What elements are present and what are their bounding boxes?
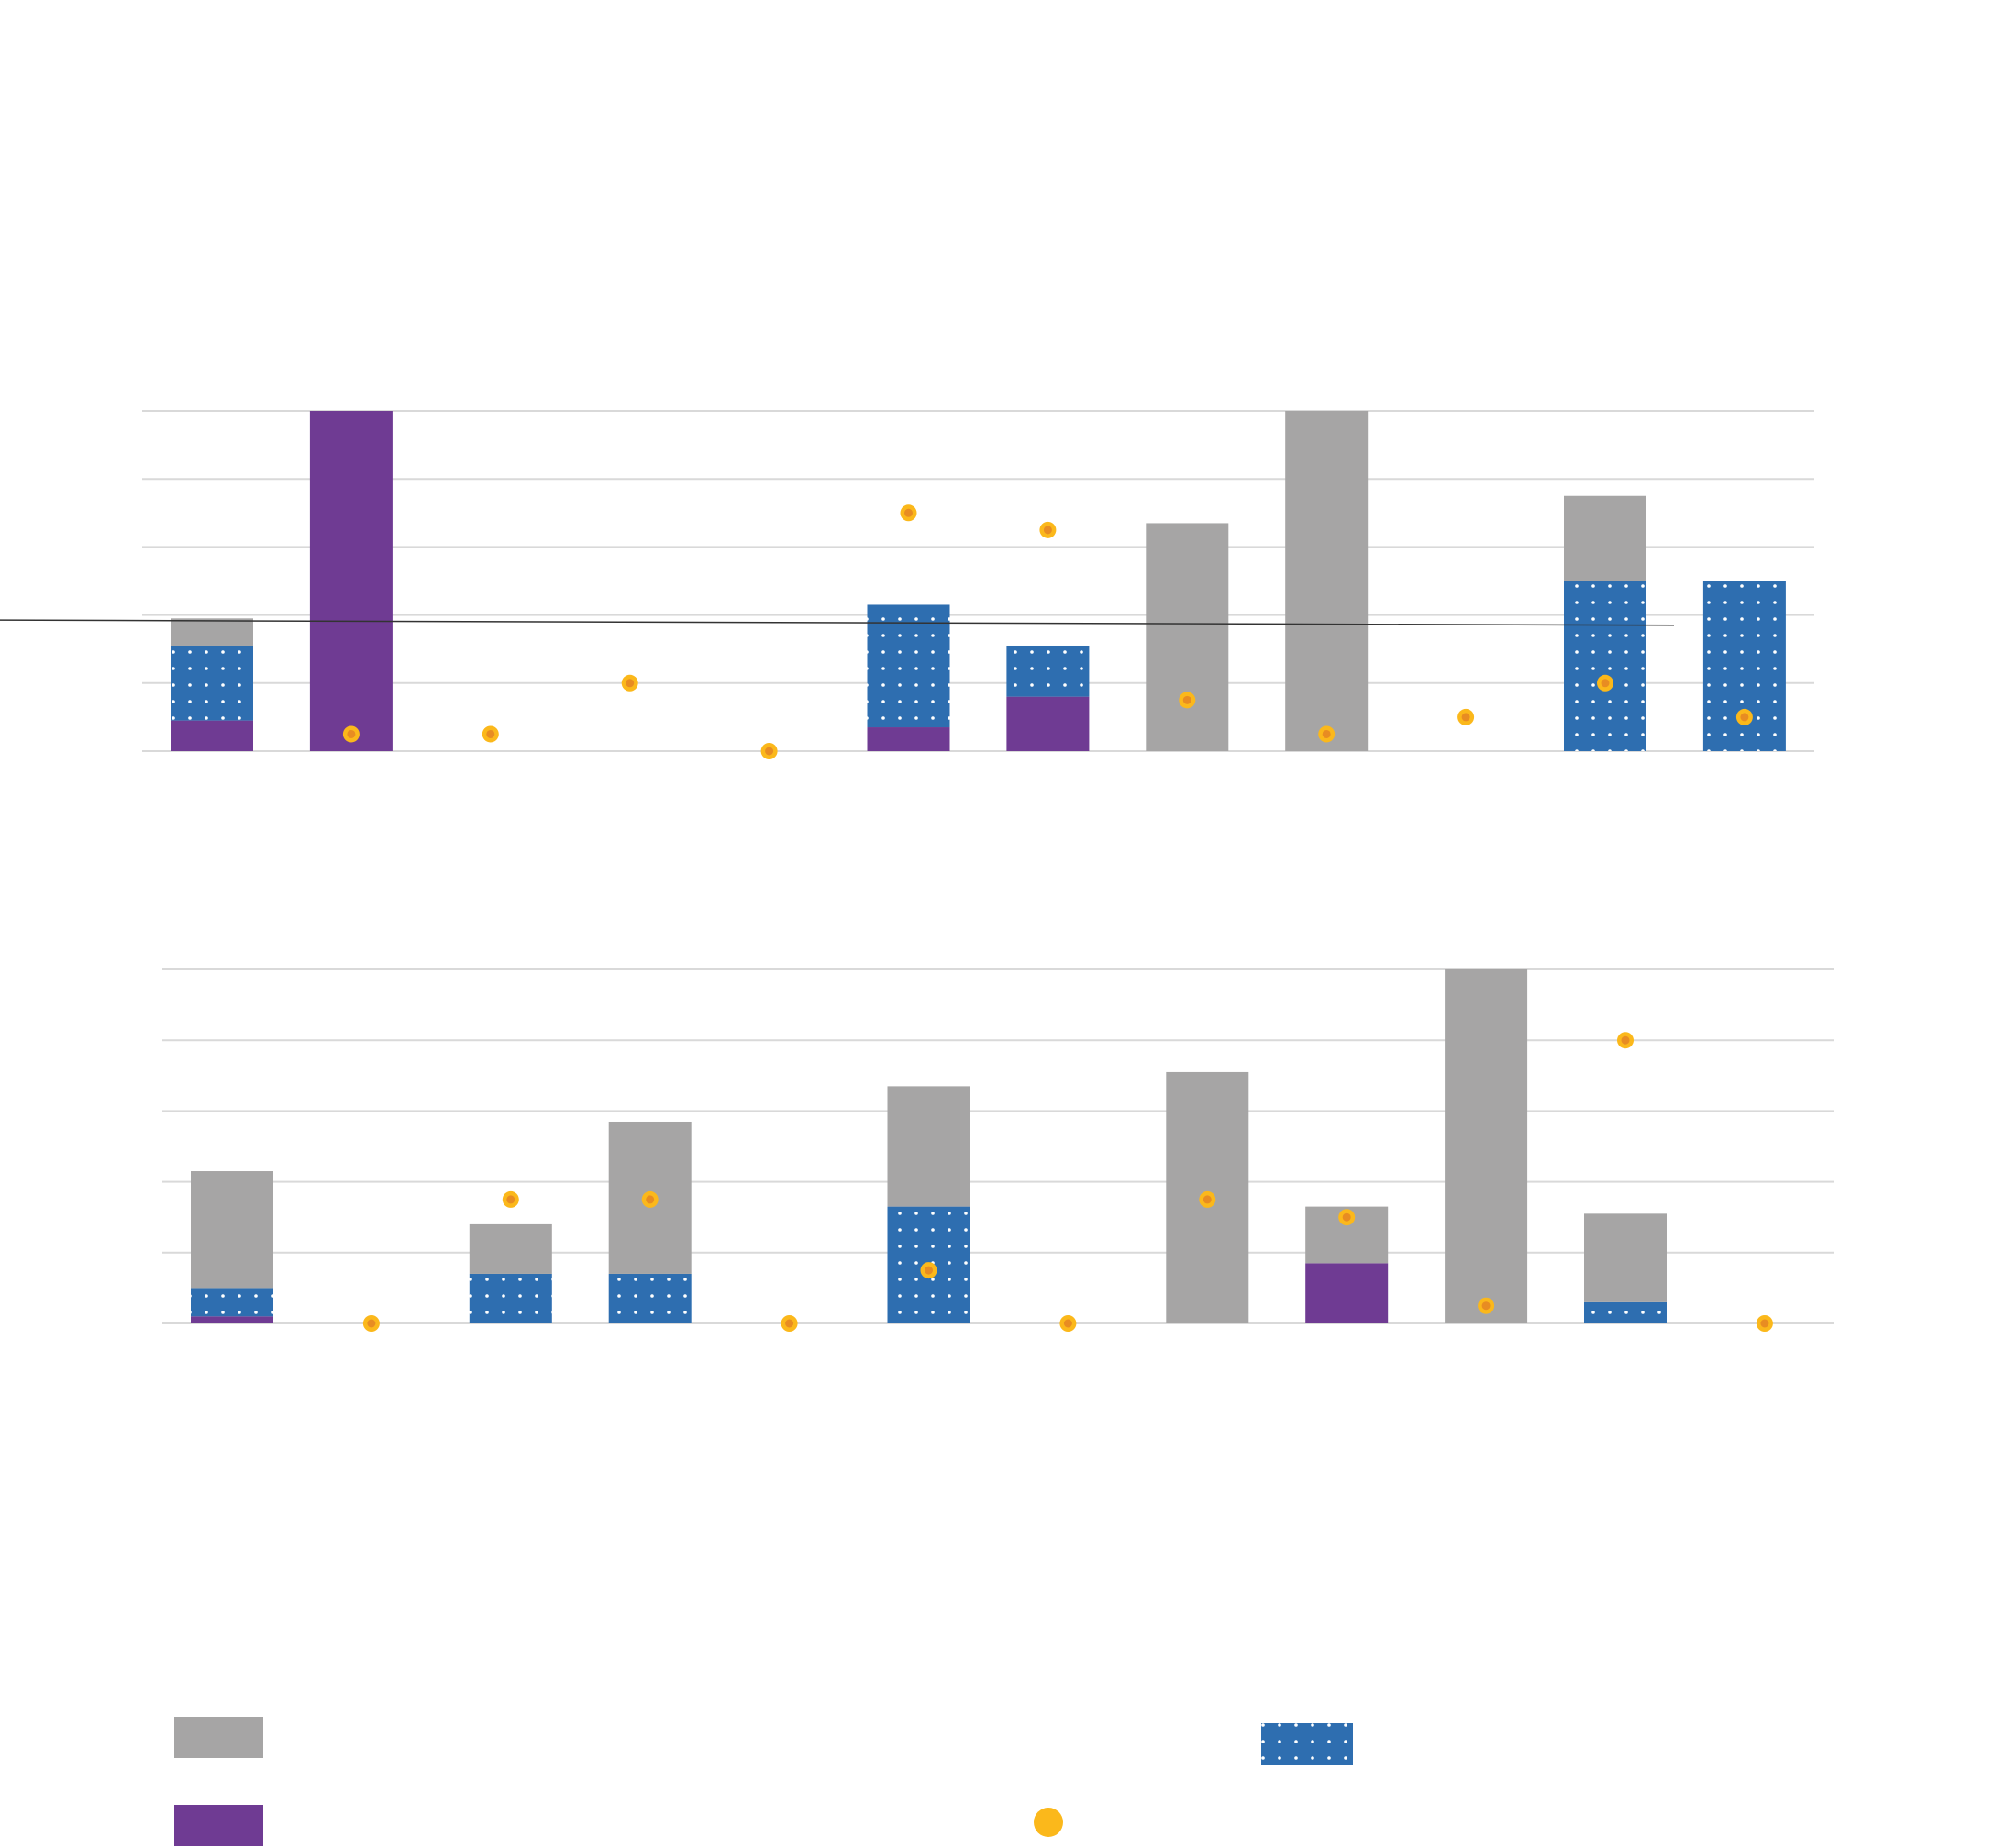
- marker-point-center: [904, 508, 913, 517]
- marker-point-center: [1322, 729, 1331, 738]
- bar-segment-blue: [469, 1273, 552, 1323]
- bar-segment-gray: [1445, 969, 1528, 1323]
- bar-segment-purple: [171, 720, 253, 751]
- legend-swatch-blue: [1261, 1723, 1353, 1765]
- marker-point-center: [1203, 1195, 1212, 1204]
- legend: [174, 1717, 1353, 1846]
- marker-point-center: [1481, 1301, 1491, 1311]
- marker-point-center: [1063, 1319, 1072, 1328]
- marker-point-center: [1182, 695, 1191, 704]
- bar-segment-blue: [171, 645, 253, 721]
- marker-point-center: [506, 1195, 515, 1204]
- bottom-bar-chart: [162, 968, 1834, 1332]
- bar-segment-gray: [1564, 495, 1646, 581]
- bar-segment-purple: [867, 727, 950, 751]
- legend-swatch-purple: [174, 1805, 263, 1846]
- bar-segment-gray: [1146, 523, 1229, 751]
- bar-segment-gray: [191, 1171, 273, 1289]
- bar-segment-blue: [1006, 645, 1090, 697]
- marker-point-center: [1740, 713, 1749, 722]
- marker-point-center: [367, 1319, 376, 1328]
- marker-point-center: [1621, 1035, 1630, 1045]
- marker-point-center: [486, 729, 495, 738]
- bar-segment-gray: [1285, 411, 1369, 751]
- bar-segment-blue: [608, 1273, 692, 1323]
- legend-swatch-gray: [174, 1717, 263, 1758]
- marker-point-center: [785, 1319, 794, 1328]
- marker-point-center: [1043, 526, 1052, 535]
- bar-segment-gray: [1584, 1213, 1667, 1302]
- marker-point-center: [646, 1195, 655, 1204]
- bar-segment-purple: [309, 411, 393, 751]
- reference-line: [0, 619, 1675, 626]
- top-bar-chart: [0, 410, 1814, 759]
- marker-point-center: [626, 679, 635, 688]
- bar-segment-gray: [171, 618, 253, 646]
- marker-point-center: [347, 729, 356, 738]
- bar-segment-purple: [1305, 1263, 1389, 1323]
- bar-segment-blue: [1702, 581, 1786, 751]
- bar-segment-gray: [887, 1086, 970, 1207]
- bar-segment-blue: [191, 1288, 273, 1317]
- bar-segment-blue: [867, 604, 950, 728]
- bar-segment-blue: [1564, 581, 1646, 751]
- marker-point-center: [1760, 1319, 1769, 1328]
- bar-segment-purple: [1006, 696, 1090, 751]
- legend-marker-circle: [1034, 1808, 1063, 1837]
- marker-point-center: [1601, 679, 1610, 688]
- marker-point-center: [925, 1266, 933, 1275]
- bar-segment-gray: [469, 1223, 552, 1274]
- marker-point-center: [765, 747, 774, 756]
- marker-point-center: [1342, 1212, 1351, 1222]
- bar-segment-blue: [1584, 1301, 1667, 1323]
- bar-segment-purple: [191, 1316, 273, 1323]
- marker-point-center: [1461, 713, 1470, 722]
